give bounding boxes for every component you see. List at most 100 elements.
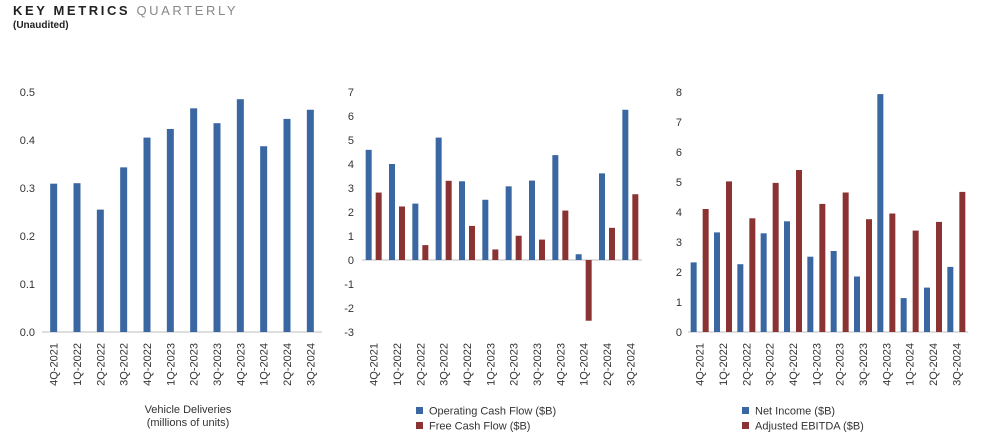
y-tick-label: 4 (676, 207, 682, 219)
x-tick-label: 3Q-2022 (439, 343, 451, 386)
bar-primary (737, 264, 744, 332)
bar-secondary (375, 192, 382, 260)
x-axis-caption: (millions of units) (147, 417, 230, 429)
bar-secondary (889, 213, 896, 332)
x-tick-label: 1Q-2023 (485, 343, 497, 386)
x-tick-label: 3Q-2022 (119, 343, 131, 386)
x-tick-label: 1Q-2024 (905, 343, 917, 386)
y-tick-label: 0.2 (20, 231, 35, 243)
bar-secondary (702, 209, 709, 332)
x-tick-label: 2Q-2022 (741, 343, 753, 386)
bar-primary (213, 123, 221, 332)
y-tick-label: 2 (676, 267, 682, 279)
chart-1: 0.0 0.1 0.2 0.3 0.4 0.5 4Q-2021 1Q-2022 2Q-2022 3… (20, 87, 322, 429)
x-tick-label: 4Q-2022 (788, 343, 800, 386)
bar-primary (529, 180, 535, 260)
y-tick-label: 5 (676, 177, 682, 189)
bar-secondary (912, 230, 919, 332)
bar-secondary (422, 245, 429, 260)
x-tick-label: 1Q-2024 (579, 343, 591, 386)
title-light: QUARTERLY (136, 3, 239, 18)
legend-label: Net Income ($B) (755, 406, 835, 418)
x-tick-label: 2Q-2023 (189, 343, 201, 386)
x-tick-label: 2Q-2022 (95, 343, 107, 386)
y-tick-label: 0.4 (20, 135, 35, 147)
bar-primary (552, 155, 559, 260)
bar-primary (459, 181, 465, 260)
bar-primary (599, 173, 605, 260)
bar-primary (830, 251, 837, 332)
bar-primary (575, 254, 582, 260)
x-tick-label: 3Q-2023 (858, 343, 870, 386)
x-tick-label: 2Q-2023 (509, 343, 521, 386)
y-tick-label: 1 (348, 231, 354, 243)
y-tick-label: 6 (676, 147, 682, 159)
bar-primary (947, 266, 954, 332)
x-tick-label: 2Q-2024 (602, 343, 614, 386)
x-tick-label: 1Q-2022 (392, 343, 404, 386)
bar-primary (306, 109, 314, 332)
report-subtitle: (Unaudited) (13, 20, 69, 31)
bar-secondary (515, 235, 522, 260)
x-tick-label: 1Q-2024 (259, 343, 271, 386)
legend-swatch (416, 422, 423, 429)
bar-primary (190, 108, 198, 332)
bar-secondary (819, 203, 826, 332)
bar-primary (73, 183, 81, 332)
legend-swatch (742, 422, 749, 429)
x-tick-label: 4Q-2021 (49, 343, 61, 386)
bar-secondary (726, 181, 732, 332)
legend-label: Adjusted EBITDA ($B) (755, 421, 864, 433)
y-tick-label: 0.1 (20, 279, 35, 291)
y-tick-label: 8 (676, 87, 682, 99)
y-tick-label: 0.3 (20, 183, 35, 195)
bar-primary (760, 233, 767, 332)
bar-primary (900, 298, 907, 332)
x-tick-label: 3Q-2023 (532, 343, 544, 386)
x-tick-label: 3Q-2024 (305, 343, 317, 386)
y-tick-label: -3 (344, 327, 354, 339)
y-tick-label: 2 (348, 207, 354, 219)
bar-secondary (585, 260, 592, 321)
bar-secondary (562, 210, 569, 260)
x-tick-label: 1Q-2023 (165, 343, 177, 386)
bar-primary (412, 203, 419, 260)
bar-primary (924, 287, 930, 332)
bar-primary (807, 256, 814, 332)
y-tick-label: 0 (676, 327, 682, 339)
bar-primary (482, 199, 489, 260)
bar-secondary (632, 194, 639, 260)
bar-secondary (469, 225, 475, 260)
bar-primary (365, 149, 372, 260)
bar-primary (714, 232, 720, 332)
bar-primary (120, 167, 128, 332)
y-tick-label: 5 (348, 135, 354, 147)
bar-primary (389, 164, 395, 260)
x-tick-label: 3Q-2023 (212, 343, 224, 386)
legend-swatch (416, 407, 423, 414)
title-bold: KEY METRICS (13, 3, 131, 18)
bar-secondary (609, 227, 615, 260)
y-tick-label: 3 (676, 237, 682, 249)
bar-primary (877, 94, 884, 332)
x-tick-label: 1Q-2022 (718, 343, 730, 386)
bar-primary (435, 137, 442, 260)
bar-primary (854, 276, 860, 332)
legend-swatch (742, 407, 749, 414)
y-tick-label: 0.0 (20, 327, 35, 339)
x-tick-label: 4Q-2022 (462, 343, 474, 386)
y-tick-label: 0.5 (20, 87, 35, 99)
bar-secondary (772, 182, 779, 332)
bar-secondary (842, 192, 849, 332)
x-axis-caption: Vehicle Deliveries (145, 404, 232, 416)
bar-primary (283, 118, 291, 332)
y-tick-label: 7 (348, 87, 354, 99)
bar-primary (690, 262, 697, 332)
x-tick-label: 4Q-2021 (695, 343, 707, 386)
x-tick-label: 4Q-2023 (555, 343, 567, 386)
y-tick-label: 4 (348, 159, 354, 171)
bar-secondary (749, 218, 756, 332)
y-tick-label: -2 (344, 303, 354, 315)
legend-label: Operating Cash Flow ($B) (429, 406, 556, 418)
